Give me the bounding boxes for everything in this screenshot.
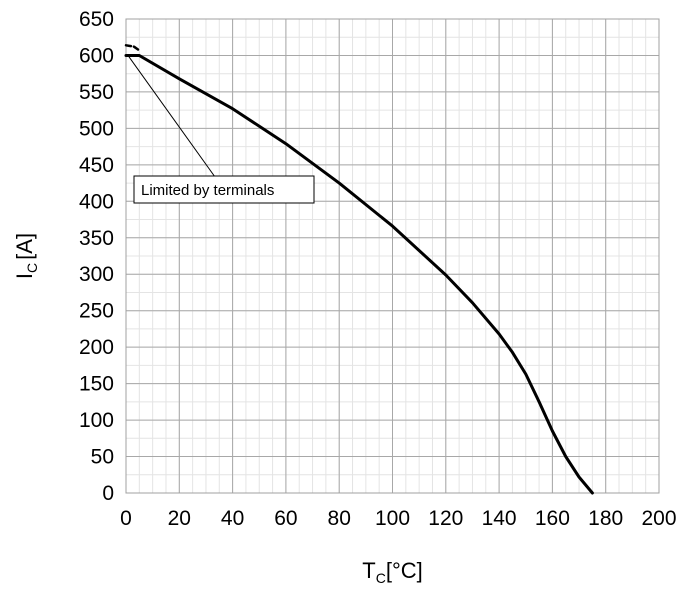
y-axis-title: IC [A] [12, 233, 40, 279]
y-tick-label: 400 [79, 190, 114, 213]
x-axis-title-unit: [°C] [386, 558, 423, 583]
x-axis-title: TC[°C] [362, 558, 423, 586]
y-tick-label: 150 [79, 373, 114, 396]
x-tick-label: 0 [120, 507, 132, 530]
y-tick-label: 100 [79, 409, 114, 432]
x-axis-title-sub: C [376, 570, 386, 586]
series-group [124, 44, 594, 495]
y-tick-labels: 0 50 100 150 200 250 300 350 400 450 500 550 600 650 [79, 8, 114, 505]
x-tick-label: 180 [588, 507, 623, 530]
series-line-solid [124, 54, 594, 495]
y-tick-label: 550 [79, 81, 114, 104]
y-axis-title-unit: [A] [12, 233, 37, 260]
y-axis-title-main: I [12, 273, 37, 279]
y-tick-label: 250 [79, 300, 114, 323]
x-tick-label: 120 [428, 507, 463, 530]
y-tick-label: 600 [79, 44, 114, 67]
annotation: Limited by terminals [127, 55, 315, 204]
y-tick-label: 300 [79, 263, 114, 286]
y-tick-label: 200 [79, 336, 114, 359]
plot-frame [125, 18, 660, 494]
y-tick-label: 650 [79, 8, 114, 31]
x-tick-label: 60 [274, 507, 297, 530]
annotation-pointer [127, 55, 226, 191]
y-tick-label: 50 [91, 446, 114, 469]
x-axis-title-main: T [362, 558, 375, 583]
annotation-box [133, 175, 315, 204]
y-axis-title-sub: C [24, 263, 40, 273]
series-line-dashed [124, 44, 141, 52]
y-tick-label: 500 [79, 117, 114, 140]
y-tick-label: 0 [102, 482, 114, 505]
x-tick-label: 160 [535, 507, 570, 530]
x-tick-label: 200 [641, 507, 676, 530]
x-tick-label: 140 [482, 507, 517, 530]
y-tick-label: 450 [79, 154, 114, 177]
x-tick-label: 100 [375, 507, 410, 530]
x-tick-label: 80 [328, 507, 351, 530]
annotation-text: Limited by terminals [141, 182, 274, 199]
x-tick-labels: 0 20 40 60 80 100 120 140 160 180 200 [120, 507, 676, 530]
x-tick-label: 20 [168, 507, 191, 530]
y-tick-label: 350 [79, 227, 114, 250]
x-tick-label: 40 [221, 507, 244, 530]
